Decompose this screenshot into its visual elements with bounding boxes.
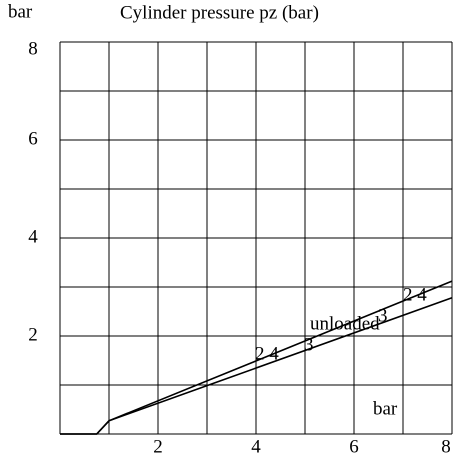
annotation: 3 xyxy=(378,305,388,326)
y-tick-label: 8 xyxy=(28,38,38,59)
chart-title: Cylinder pressure pz (bar) xyxy=(120,2,319,23)
x-tick-label: 4 xyxy=(251,436,261,457)
annotation: 2 4 xyxy=(255,343,279,364)
x-tick-label: 6 xyxy=(349,436,359,457)
x-tick-label: 8 xyxy=(441,436,451,457)
y-tick-label: 6 xyxy=(28,128,38,149)
y-axis-label: bar xyxy=(8,1,33,22)
annotation: 3 xyxy=(304,334,314,355)
y-tick-label: 2 xyxy=(28,324,38,345)
x-tick-label: 2 xyxy=(153,436,163,457)
annotation: 2 4 xyxy=(403,284,427,305)
y-tick-label: 4 xyxy=(28,226,38,247)
x-axis-label: bar xyxy=(373,398,398,419)
annotation: unloaded xyxy=(310,313,380,334)
curve xyxy=(60,297,453,435)
